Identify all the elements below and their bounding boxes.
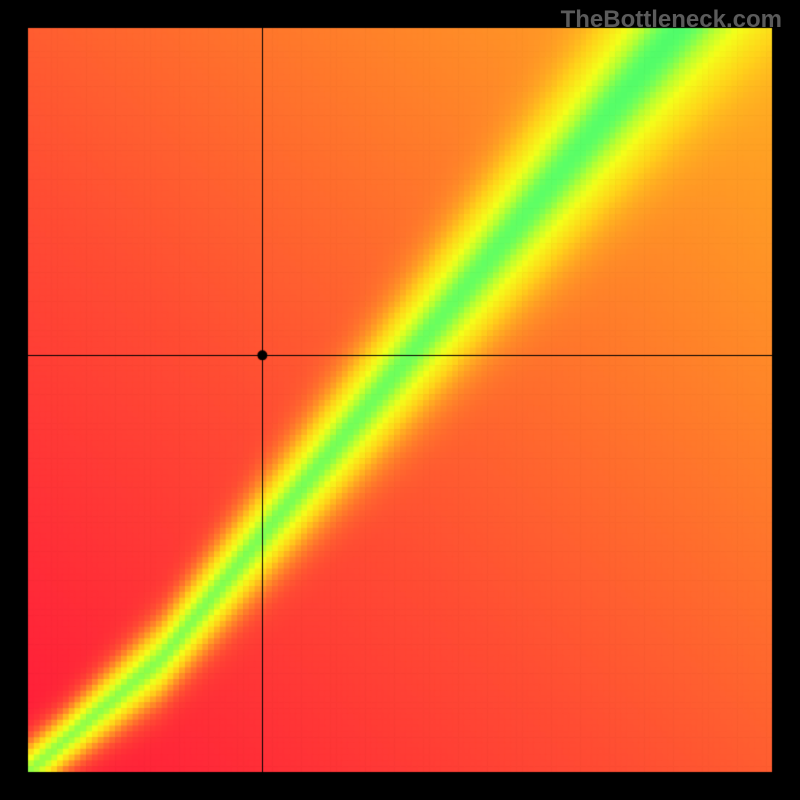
bottleneck-heatmap (0, 0, 800, 800)
watermark-source: TheBottleneck.com (561, 6, 782, 34)
